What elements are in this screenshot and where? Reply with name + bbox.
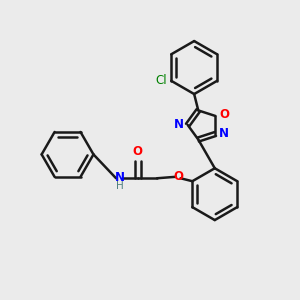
Text: O: O	[173, 170, 184, 183]
Text: H: H	[116, 181, 124, 190]
Text: Cl: Cl	[155, 74, 167, 87]
Text: N: N	[174, 118, 184, 131]
Text: O: O	[133, 145, 143, 158]
Text: N: N	[219, 128, 229, 140]
Text: O: O	[219, 108, 229, 121]
Text: N: N	[115, 171, 125, 184]
